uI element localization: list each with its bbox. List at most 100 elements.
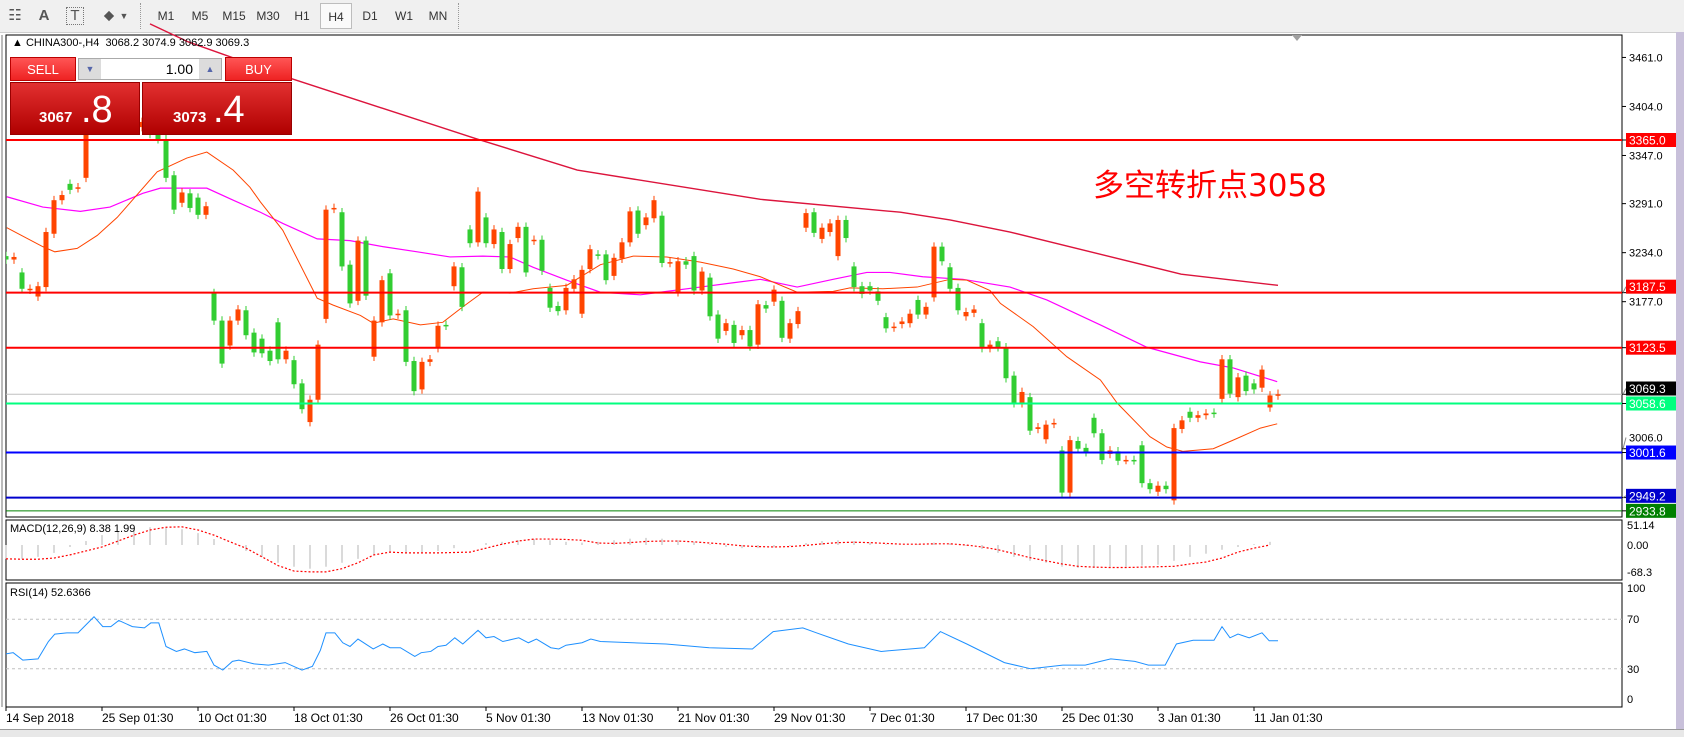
candle[interactable]: [555, 301, 561, 316]
candle[interactable]: [731, 320, 737, 348]
candle[interactable]: [379, 275, 385, 327]
timeframe-h1[interactable]: H1: [294, 9, 310, 23]
timeframe-h4[interactable]: H4: [320, 3, 352, 29]
candle[interactable]: [1131, 455, 1137, 465]
lot-value[interactable]: 1.00: [165, 61, 193, 77]
candle[interactable]: [1003, 342, 1009, 383]
rsi-panel[interactable]: [5, 582, 1623, 708]
candle[interactable]: [675, 256, 681, 297]
candle[interactable]: [747, 325, 753, 351]
candle[interactable]: [507, 239, 513, 274]
sell-button[interactable]: SELL: [10, 57, 76, 81]
candle[interactable]: [851, 262, 857, 292]
candle[interactable]: [275, 318, 281, 364]
candle[interactable]: [1027, 392, 1033, 435]
candle[interactable]: [419, 357, 425, 394]
candle[interactable]: [43, 227, 49, 292]
timeframe-mn[interactable]: MN: [428, 9, 448, 23]
candle[interactable]: [923, 302, 929, 319]
candle[interactable]: [795, 306, 801, 329]
candle[interactable]: [67, 179, 73, 195]
candle[interactable]: [779, 296, 785, 343]
candle[interactable]: [1163, 481, 1169, 494]
text-label-icon[interactable]: T: [66, 7, 84, 25]
candle[interactable]: [499, 227, 505, 274]
chart-tabs-strip[interactable]: [0, 729, 1684, 737]
candle[interactable]: [1115, 447, 1121, 466]
candle[interactable]: [963, 307, 969, 321]
candle[interactable]: [1171, 423, 1177, 505]
candle[interactable]: [259, 334, 265, 358]
candle[interactable]: [315, 340, 321, 405]
candle[interactable]: [523, 222, 529, 277]
candle[interactable]: [1267, 391, 1273, 412]
candle[interactable]: [987, 340, 993, 353]
candle[interactable]: [1211, 408, 1217, 418]
candle[interactable]: [763, 300, 769, 313]
candle[interactable]: [811, 207, 817, 238]
candle[interactable]: [1051, 418, 1057, 429]
candle[interactable]: [1275, 389, 1281, 400]
candle[interactable]: [1251, 379, 1257, 394]
candle[interactable]: [1147, 478, 1153, 494]
candle[interactable]: [331, 203, 337, 214]
timeframe-m5[interactable]: M5: [191, 9, 209, 23]
candle[interactable]: [563, 283, 569, 315]
candle[interactable]: [683, 256, 689, 269]
candle[interactable]: [251, 328, 257, 357]
candle[interactable]: [715, 310, 721, 343]
candle[interactable]: [483, 213, 489, 248]
candle[interactable]: [211, 288, 217, 325]
lot-decrease-icon[interactable]: ▼: [79, 59, 101, 79]
candle[interactable]: [227, 316, 233, 350]
candle[interactable]: [843, 215, 849, 243]
sell-price-button[interactable]: 3067 .8: [10, 82, 140, 135]
timeframe-m15[interactable]: M15: [222, 9, 246, 23]
text-icon[interactable]: A: [38, 7, 50, 24]
candle[interactable]: [667, 257, 673, 268]
candle[interactable]: [1235, 373, 1241, 402]
candle[interactable]: [267, 346, 273, 366]
candle[interactable]: [899, 317, 905, 329]
candle[interactable]: [1139, 441, 1145, 488]
candle[interactable]: [187, 189, 193, 213]
candle[interactable]: [307, 395, 313, 427]
macd-panel[interactable]: [5, 519, 1623, 581]
candle[interactable]: [363, 236, 369, 300]
candle[interactable]: [1091, 413, 1097, 438]
candle[interactable]: [1155, 481, 1161, 497]
candle[interactable]: [691, 251, 697, 295]
candle[interactable]: [971, 305, 977, 318]
candle[interactable]: [531, 235, 537, 245]
period-separator-icon[interactable]: ☷: [8, 7, 22, 24]
candle[interactable]: [1195, 410, 1201, 423]
candle[interactable]: [643, 213, 649, 230]
candle[interactable]: [1243, 371, 1249, 396]
candle[interactable]: [1179, 416, 1185, 434]
shapes-icon[interactable]: ⬥: [103, 7, 115, 24]
candle[interactable]: [1187, 407, 1193, 423]
candle[interactable]: [35, 281, 41, 301]
candle[interactable]: [659, 211, 665, 268]
candle[interactable]: [819, 223, 825, 244]
candle[interactable]: [1043, 420, 1049, 444]
chart-annotation-text[interactable]: 多空转折点3058: [1093, 168, 1327, 204]
candle[interactable]: [459, 262, 465, 312]
candle[interactable]: [651, 195, 657, 223]
candle[interactable]: [443, 320, 449, 331]
candle[interactable]: [771, 285, 777, 306]
chart-shift-marker-icon[interactable]: [1292, 35, 1302, 41]
candle[interactable]: [243, 305, 249, 340]
candle[interactable]: [195, 193, 201, 220]
candle[interactable]: [203, 201, 209, 220]
candle[interactable]: [859, 281, 865, 299]
candle[interactable]: [707, 273, 713, 321]
lot-increase-icon[interactable]: ▲: [199, 59, 221, 79]
candle[interactable]: [323, 205, 329, 324]
candle[interactable]: [595, 250, 601, 260]
candle[interactable]: [19, 268, 25, 294]
candle[interactable]: [355, 236, 361, 306]
candle[interactable]: [907, 309, 913, 328]
candle[interactable]: [347, 260, 353, 308]
candle[interactable]: [627, 207, 633, 247]
